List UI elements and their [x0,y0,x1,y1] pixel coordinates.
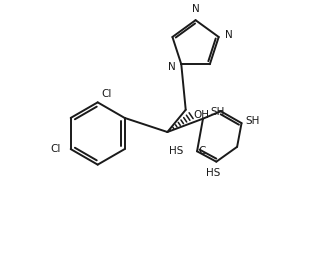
Text: N: N [168,62,176,72]
Text: N: N [225,30,233,40]
Text: HS: HS [169,146,184,156]
Text: SH: SH [245,116,259,126]
Text: SH: SH [210,107,225,117]
Text: Cl: Cl [101,89,111,99]
Text: OH: OH [193,109,209,120]
Text: HS: HS [206,168,220,178]
Text: N: N [192,4,199,14]
Text: C: C [198,146,206,156]
Text: Cl: Cl [51,144,61,154]
